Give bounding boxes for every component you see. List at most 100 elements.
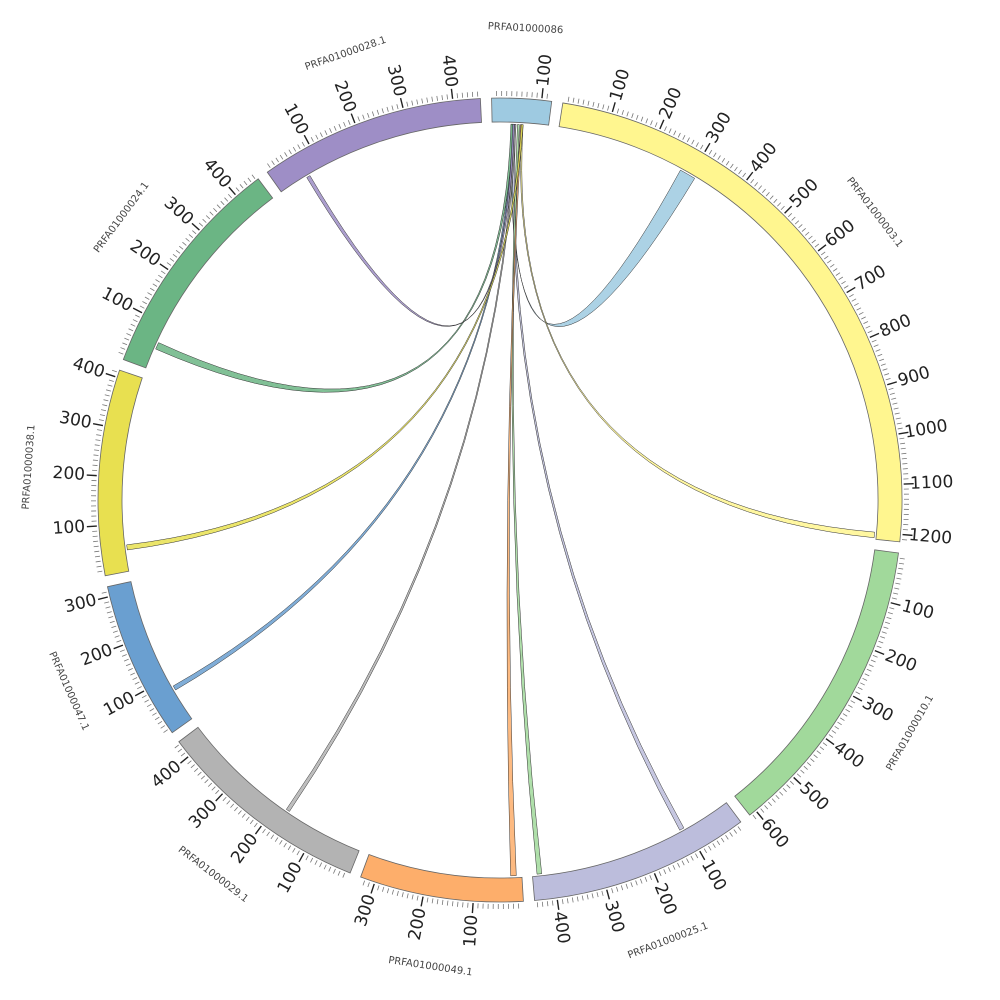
tick-mark — [169, 258, 175, 262]
tick-mark — [303, 134, 310, 145]
tick-mark — [431, 96, 434, 102]
tick-mark — [104, 601, 110, 604]
tick-label: 100 — [533, 53, 556, 87]
tick-label: 300 — [351, 892, 380, 929]
tick-mark — [586, 894, 589, 900]
tick-mark — [889, 607, 895, 610]
tick-mark — [738, 169, 742, 175]
segment-label-PRFA01000086: PRFA01000086 — [487, 21, 563, 36]
tick-mark — [896, 422, 902, 425]
tick-label: 200 — [52, 463, 86, 485]
tick-mark — [160, 270, 166, 275]
link-ribbon-PRFA01000028.1 — [306, 123, 515, 327]
tick-mark — [873, 344, 879, 348]
tick-mark — [677, 132, 681, 138]
tick-mark — [650, 120, 653, 126]
tick-mark — [898, 431, 909, 435]
tick-mark — [421, 98, 424, 104]
tick-mark — [880, 636, 886, 639]
tick-mark — [113, 644, 124, 650]
tick-mark — [94, 444, 100, 446]
tick-mark — [204, 779, 209, 784]
tick-mark — [247, 177, 252, 183]
tick-mark — [142, 301, 147, 305]
tick-mark — [616, 108, 620, 114]
tick-mark — [137, 686, 142, 690]
tick-label: 400 — [148, 757, 186, 793]
tick-mark — [94, 550, 100, 553]
tick-mark — [149, 708, 155, 712]
tick-mark — [729, 832, 733, 837]
tick-mark — [97, 596, 108, 601]
tick-mark — [874, 649, 885, 656]
tick-mark — [370, 883, 375, 894]
tick-mark — [446, 94, 448, 100]
tick-mark — [895, 417, 901, 420]
tick-mark — [779, 791, 784, 796]
tick-mark — [800, 769, 805, 774]
tick-mark — [376, 109, 380, 115]
tick-mark — [314, 860, 318, 865]
tick-mark — [850, 700, 856, 704]
tick-mark — [681, 860, 685, 866]
tick-mark — [865, 325, 871, 329]
tick-label: 200 — [330, 78, 360, 115]
segment-label-PRFA01000049.1: PRFA01000049.1 — [388, 955, 474, 978]
tick-mark — [192, 230, 197, 235]
tick-mark — [832, 268, 838, 272]
tick-label: 400 — [746, 139, 782, 177]
link-ribbon-PRFA01000024.1 — [155, 123, 514, 393]
tick-mark — [720, 837, 725, 843]
tick-mark — [121, 654, 127, 657]
tick-label: 300 — [859, 693, 897, 726]
tick-mark — [179, 756, 189, 764]
tick-mark — [109, 620, 115, 624]
tick-mark — [112, 630, 118, 633]
tick-mark — [283, 842, 287, 848]
tick-mark — [708, 845, 712, 851]
tick-mark — [284, 152, 288, 157]
tick-mark — [822, 742, 828, 747]
tick-mark — [310, 137, 314, 142]
tick-mark — [367, 112, 370, 118]
tick-mark — [899, 437, 905, 440]
tick-mark — [254, 825, 262, 835]
tick-mark — [713, 152, 717, 158]
segment-block-PRFA01000049.1 — [360, 854, 524, 903]
tick-mark — [245, 816, 250, 821]
tick-mark — [592, 101, 595, 107]
tick-mark — [901, 458, 907, 460]
tick-mark — [572, 97, 575, 103]
tick-mark — [337, 870, 341, 876]
tick-mark — [891, 597, 897, 600]
tick-mark — [691, 139, 695, 145]
tick-mark — [704, 142, 711, 153]
tick-mark — [893, 407, 899, 410]
tick-mark — [861, 316, 866, 320]
tick-label: 200 — [405, 906, 431, 942]
tick-mark — [297, 144, 301, 150]
tick-mark — [350, 113, 356, 124]
tick-mark — [93, 545, 99, 548]
tick-mark — [172, 254, 178, 258]
tick-mark — [884, 373, 890, 376]
tick-mark — [758, 185, 762, 190]
tick-mark — [178, 245, 184, 250]
tick-mark — [120, 347, 126, 350]
tick-mark — [798, 224, 803, 229]
segment-label-PRFA01000028.1: PRFA01000028.1 — [304, 35, 388, 73]
tick-mark — [849, 294, 854, 298]
tick-label: 200 — [227, 830, 262, 868]
tick-mark — [305, 855, 309, 861]
tick-mark — [237, 810, 242, 815]
tick-mark — [251, 174, 256, 180]
tick-mark — [789, 780, 795, 785]
tick-mark — [607, 105, 610, 111]
tick-mark — [587, 100, 590, 106]
tick-mark — [367, 882, 370, 888]
tick-mark — [86, 525, 97, 528]
tick-label: 200 — [78, 640, 115, 670]
tick-mark — [152, 712, 157, 716]
segment-label-PRFA01000010.1: PRFA01000010.1 — [885, 693, 937, 772]
tick-mark — [416, 99, 419, 105]
